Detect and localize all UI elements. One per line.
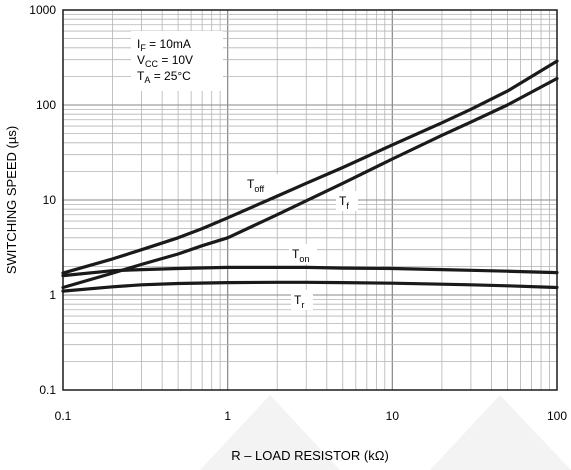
y-tick-label: 0.1 bbox=[39, 383, 56, 397]
y-tick-label: 1 bbox=[49, 288, 56, 302]
series-label-toff: Toff bbox=[244, 174, 278, 194]
series-label-tf: Tf bbox=[336, 191, 358, 211]
series-line-tr bbox=[63, 282, 557, 291]
x-tick-label: 100 bbox=[547, 409, 567, 423]
y-tick-label: 1000 bbox=[29, 3, 56, 17]
x-axis-title: R – LOAD RESISTOR (kΩ) bbox=[231, 448, 389, 463]
tick-labels: 0.1 1 10 100 0.1 1 10 100 1000 bbox=[29, 3, 567, 423]
y-tick-label: 10 bbox=[43, 193, 57, 207]
series-line-toff bbox=[63, 61, 557, 273]
series-label-tr: Tr bbox=[291, 290, 313, 310]
condition-line: IF = 10mA bbox=[137, 37, 191, 53]
x-tick-label: 1 bbox=[224, 409, 231, 423]
series-labels: Toff Tf Ton Tr bbox=[244, 174, 358, 310]
x-tick-label: 0.1 bbox=[55, 409, 72, 423]
x-tick-label: 10 bbox=[386, 409, 400, 423]
y-axis-title: SWITCHING SPEED (µs) bbox=[4, 126, 19, 274]
series-line-ton bbox=[63, 267, 557, 275]
y-tick-label: 100 bbox=[36, 98, 56, 112]
series-label-ton: Ton bbox=[289, 244, 317, 264]
